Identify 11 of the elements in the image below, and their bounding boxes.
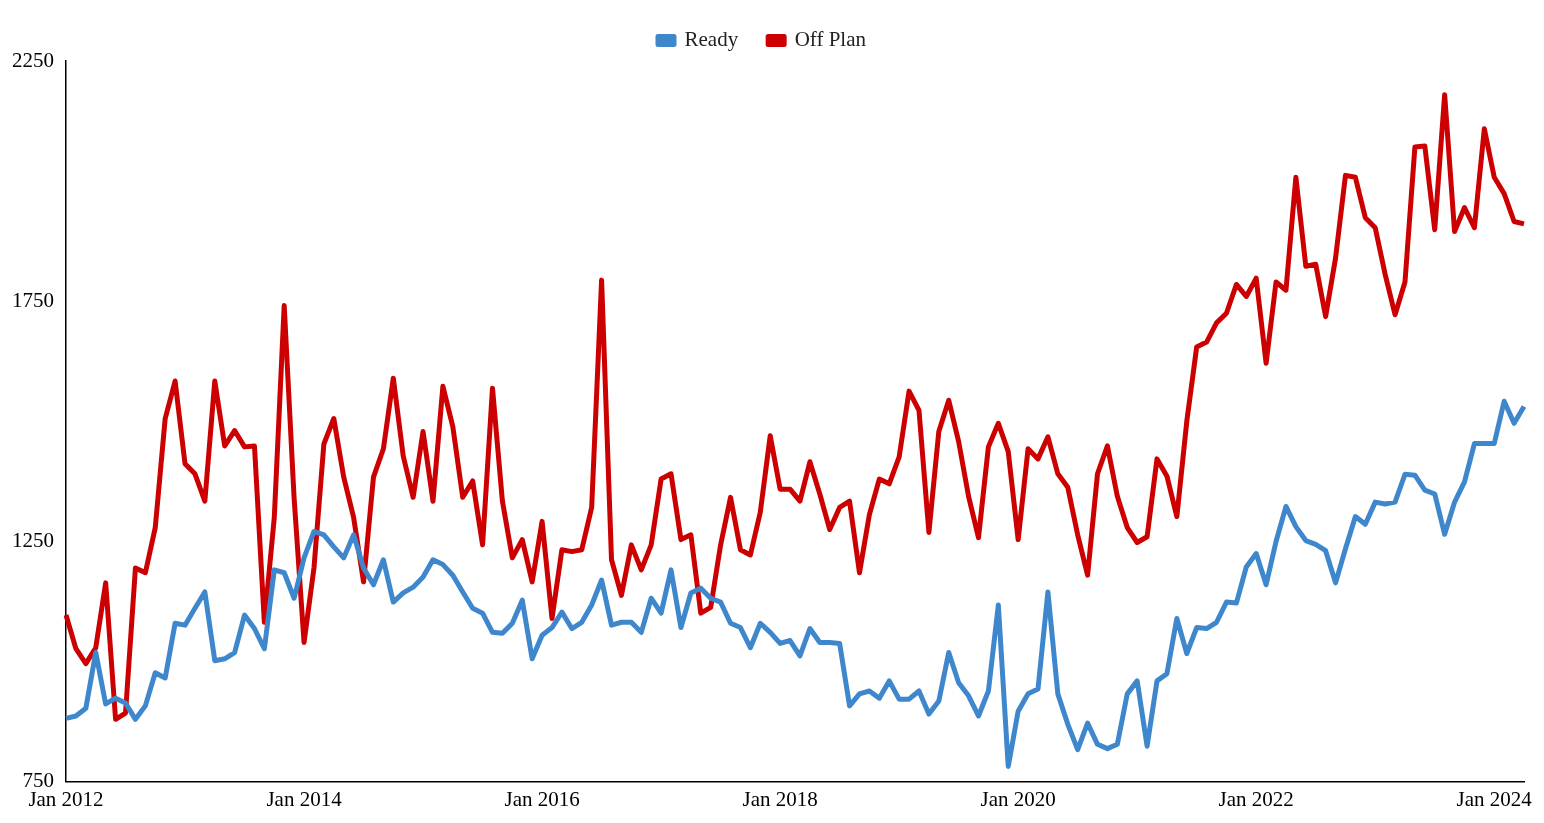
- legend-label: Off Plan: [794, 27, 867, 52]
- y-tick-label: 2250: [12, 47, 54, 72]
- y-tick-label: 1250: [12, 528, 54, 553]
- x-tick-label: Jan 2024: [1456, 786, 1533, 811]
- legend-label: Ready: [684, 27, 739, 52]
- x-tick-label: Jan 2018: [742, 786, 818, 811]
- x-tick-label: Jan 2016: [504, 786, 580, 811]
- x-tick-label: Jan 2022: [1218, 786, 1294, 811]
- x-tick-label: Jan 2014: [266, 786, 343, 811]
- x-tick-label: Jan 2020: [980, 786, 1056, 811]
- y-tick-label: 1750: [12, 287, 54, 312]
